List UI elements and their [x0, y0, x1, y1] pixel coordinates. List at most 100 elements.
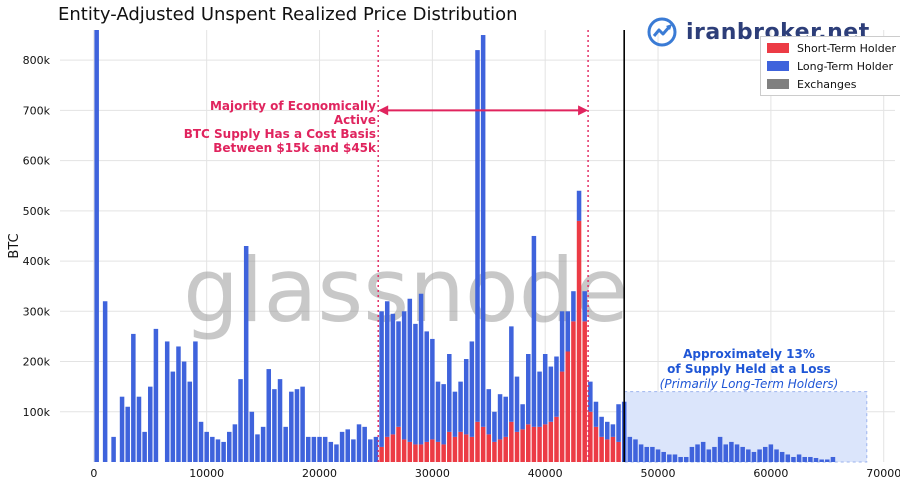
bar-long-term	[695, 444, 700, 462]
y-tick-label: 800k	[23, 54, 51, 67]
bar-long-term	[373, 436, 379, 462]
growth-chart-icon	[647, 17, 677, 47]
bar-long-term	[503, 396, 508, 437]
bar-long-term	[170, 371, 176, 462]
bar-long-term	[111, 436, 116, 462]
bar-long-term	[102, 301, 108, 462]
bar-long-term	[486, 389, 492, 435]
bar-long-term	[458, 381, 463, 432]
bar-long-term	[221, 441, 226, 462]
y-tick-label: 700k	[23, 104, 51, 117]
bar-long-term	[384, 301, 390, 437]
bar-short-term	[407, 441, 413, 462]
bar-short-term	[503, 436, 508, 462]
bar-long-term	[825, 459, 830, 462]
bar-long-term	[94, 30, 99, 462]
x-tick-label: 10000	[189, 467, 224, 480]
bar-long-term	[430, 338, 435, 440]
bar-long-term	[418, 293, 424, 445]
y-axis-label: BTC	[7, 233, 22, 258]
bar-long-term	[142, 431, 147, 462]
bar-short-term	[463, 434, 469, 462]
bar-long-term	[746, 449, 751, 462]
bar-long-term	[723, 444, 728, 462]
bar-long-term	[588, 381, 593, 412]
bar-long-term	[463, 359, 469, 435]
cost-basis-line-2: BTC Supply Has a Cost Basis	[183, 127, 376, 141]
bar-long-term	[559, 311, 565, 372]
y-tick-label: 500k	[23, 205, 51, 218]
bar-short-term	[480, 426, 486, 462]
bar-long-term	[802, 456, 807, 462]
bar-long-term	[317, 436, 322, 462]
x-tick-label: 70000	[866, 467, 900, 480]
legend-item-sth: Short-Term Holder	[767, 39, 897, 57]
bar-short-term	[458, 431, 463, 462]
bar-long-term	[283, 426, 288, 462]
bar-long-term	[356, 424, 362, 462]
bar-long-term	[813, 457, 819, 462]
legend-label-lth: Long-Term Holder	[797, 59, 894, 73]
bar-short-term	[526, 424, 531, 462]
bar-short-term	[548, 421, 554, 462]
bar-short-term	[509, 421, 514, 462]
bar-long-term	[480, 35, 486, 427]
bar-short-term	[531, 426, 537, 462]
bar-long-term	[407, 298, 413, 442]
bar-long-term	[712, 446, 717, 462]
bar-short-term	[565, 351, 571, 462]
bar-short-term	[582, 321, 587, 462]
bar-long-term	[751, 451, 757, 462]
bar-long-term	[452, 391, 458, 437]
bar-long-term	[238, 379, 243, 462]
range-arrow-head-right	[578, 105, 589, 116]
bar-long-term	[339, 431, 345, 462]
cost-basis-line-1: Majority of Economically Active	[209, 99, 376, 127]
bar-long-term	[740, 446, 745, 462]
legend-label-exchanges: Exchanges	[797, 77, 857, 91]
bar-long-term	[650, 446, 655, 462]
bar-long-term	[193, 341, 198, 462]
bar-long-term	[328, 441, 334, 462]
bar-long-term	[492, 411, 497, 442]
bar-short-term	[379, 446, 384, 462]
bar-long-term	[644, 446, 650, 462]
bar-short-term	[554, 416, 559, 462]
bar-long-term	[277, 379, 283, 462]
bar-long-term	[204, 431, 209, 462]
bar-short-term	[418, 444, 424, 462]
bar-short-term	[576, 220, 582, 462]
bar-short-term	[610, 436, 616, 462]
legend-item-lth: Long-Term Holder	[767, 57, 897, 75]
bar-long-term	[706, 449, 712, 462]
bar-long-term	[661, 451, 666, 462]
bar-long-term	[300, 386, 305, 462]
bar-long-term	[526, 354, 531, 425]
bar-long-term	[469, 341, 475, 437]
bar-long-term	[232, 424, 238, 462]
bar-short-term	[396, 426, 401, 462]
y-tick-label: 600k	[23, 155, 51, 168]
bar-long-term	[779, 451, 785, 462]
x-tick-label: 0	[90, 467, 97, 480]
legend-label-sth: Short-Term Holder	[797, 41, 896, 55]
bar-long-term	[683, 456, 689, 462]
bar-short-term	[447, 431, 452, 462]
bar-long-term	[678, 456, 683, 462]
bar-long-term	[616, 404, 621, 442]
bar-long-term	[351, 439, 356, 462]
bar-long-term	[638, 444, 644, 462]
bar-short-term	[605, 439, 610, 462]
bar-long-term	[176, 346, 181, 462]
bar-long-term	[390, 313, 396, 435]
bar-long-term	[734, 444, 740, 462]
bar-short-term	[559, 371, 565, 462]
bar-short-term	[593, 426, 599, 462]
bar-short-term	[475, 421, 480, 462]
bar-long-term	[119, 396, 125, 462]
bar-long-term	[627, 436, 633, 462]
bar-long-term	[768, 444, 774, 462]
bar-long-term	[717, 436, 723, 462]
bar-long-term	[633, 439, 638, 462]
